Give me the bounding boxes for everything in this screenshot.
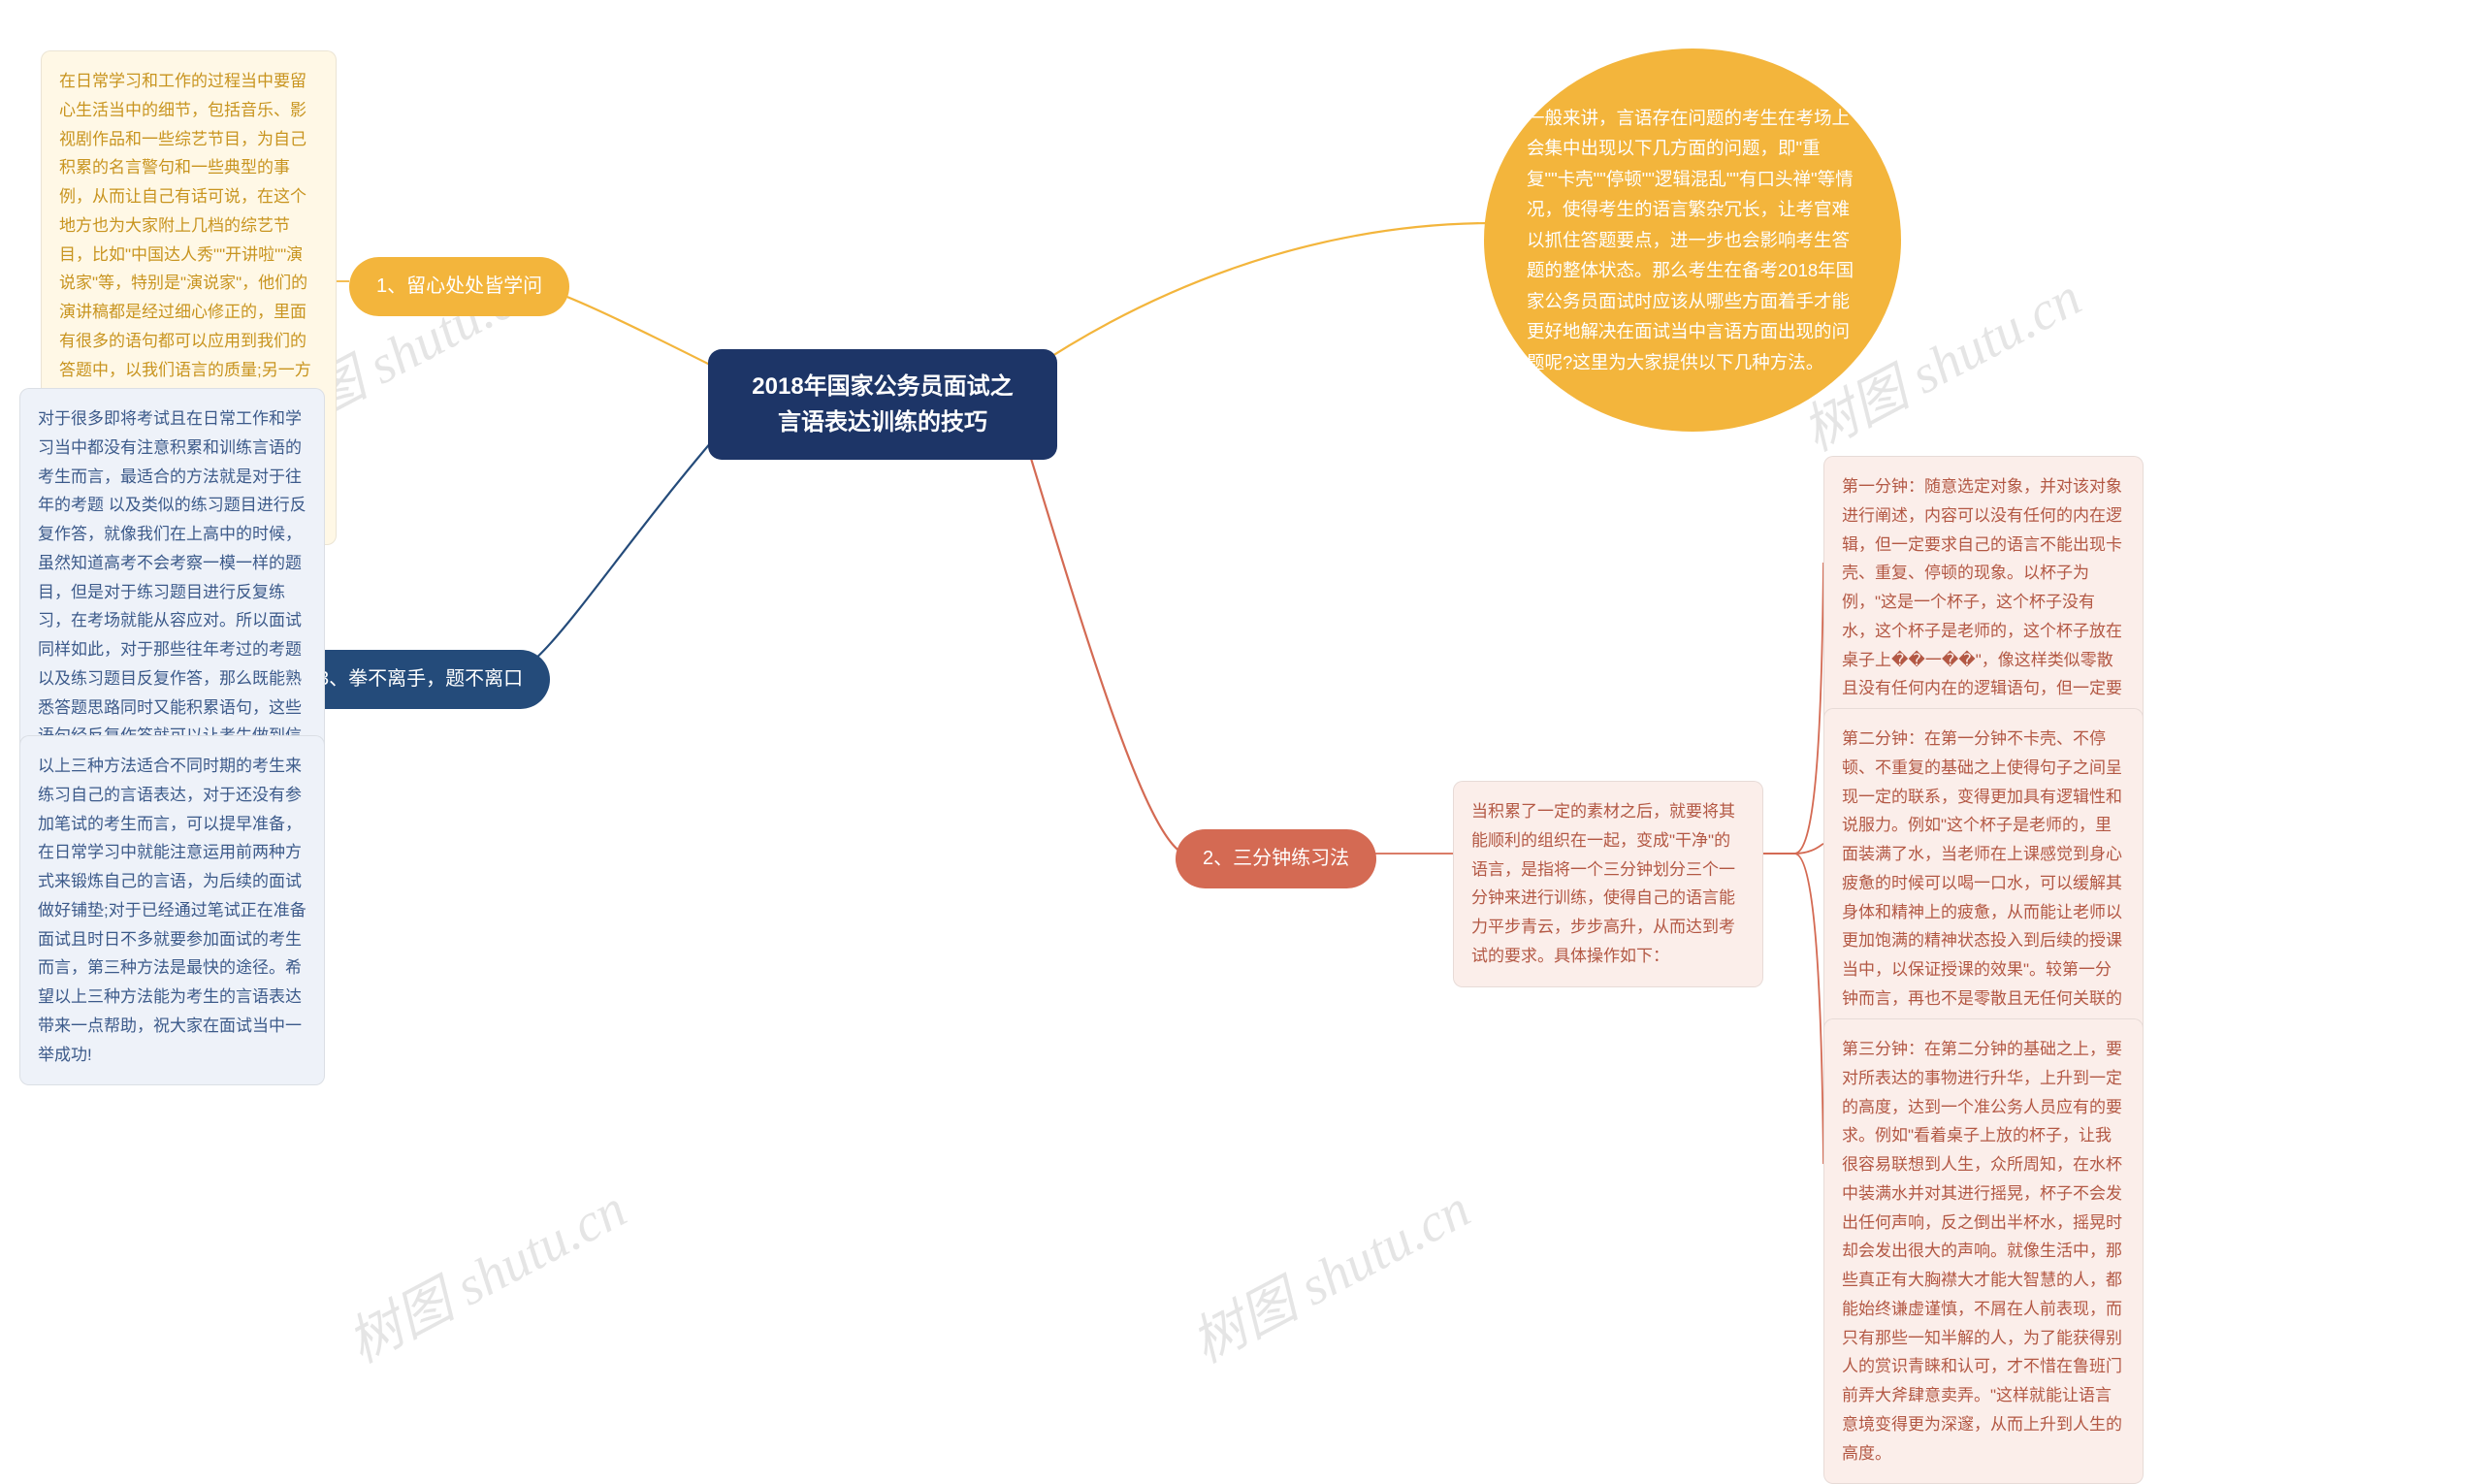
intro-text: 一般来讲，言语存在问题的考生在考场上会集中出现以下几方面的问题，即"重复""卡壳… [1527, 103, 1858, 377]
watermark: 树图 shutu.cn [1176, 1166, 1481, 1378]
branch2-minute3-textbox[interactable]: 第三分钟：在第二分钟的基础之上，要对所表达的事物进行升华，上升到一定的高度，达到… [1823, 1018, 2144, 1484]
center-topic[interactable]: 2018年国家公务员面试之言语表达训练的技巧 [708, 349, 1057, 460]
branch2-intro-textbox[interactable]: 当积累了一定的素材之后，就要将其能顺利的组织在一起，变成"干净"的语言，是指将一… [1453, 781, 1763, 987]
intro-bubble[interactable]: 一般来讲，言语存在问题的考生在考场上会集中出现以下几方面的问题，即"重复""卡壳… [1484, 48, 1901, 432]
branch3-pill[interactable]: 3、拳不离手，题不离口 [291, 650, 550, 709]
branch1-pill[interactable]: 1、留心处处皆学问 [349, 257, 569, 316]
watermark: 树图 shutu.cn [332, 1166, 637, 1378]
branch2-pill[interactable]: 2、三分钟练习法 [1176, 829, 1376, 888]
branch3-textbox-2[interactable]: 以上三种方法适合不同时期的考生来练习自己的言语表达，对于还没有参加笔试的考生而言… [19, 735, 325, 1085]
mindmap-canvas: 树图 shutu.cn 树图 shutu.cn 树图 shutu.cn 树图 s… [0, 0, 2483, 1442]
